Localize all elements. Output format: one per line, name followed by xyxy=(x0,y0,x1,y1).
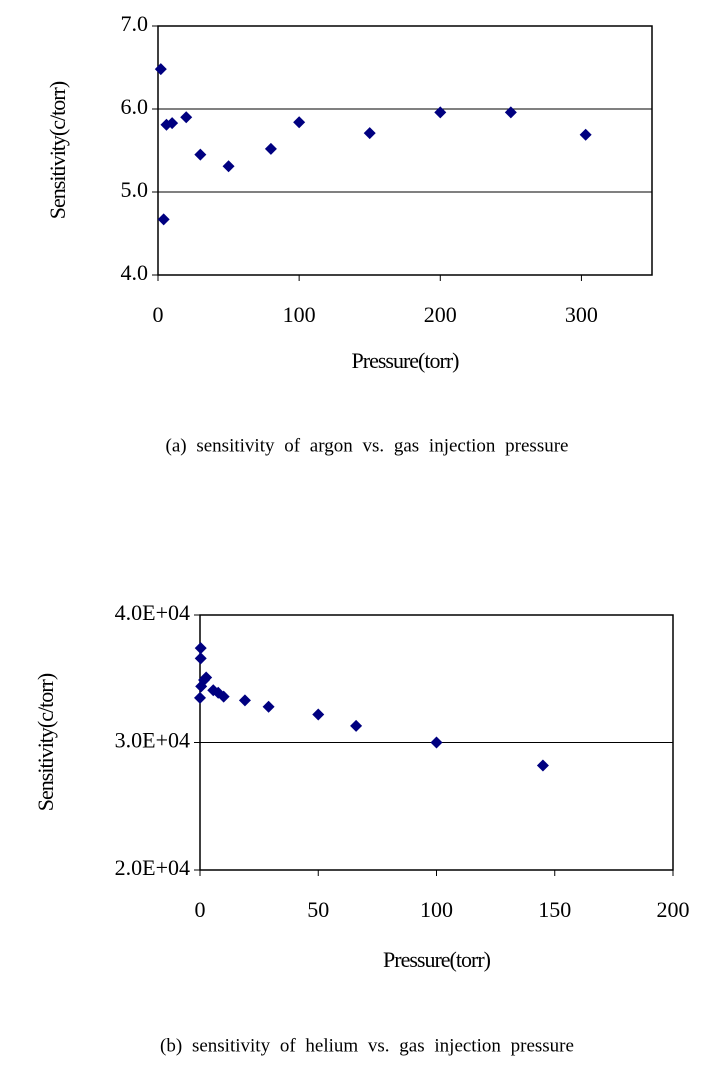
data-point xyxy=(363,127,376,140)
x-tick-label: 100 xyxy=(420,897,453,922)
x-tick-label: 0 xyxy=(195,897,206,922)
data-point xyxy=(157,213,170,226)
data-point xyxy=(579,128,592,141)
caption: (b) sensitivity of helium vs. gas inject… xyxy=(160,1035,574,1056)
x-tick-label: 200 xyxy=(657,897,690,922)
y-axis-label: Sensitivity(c/torr) xyxy=(45,81,70,219)
y-tick-label: 7.0 xyxy=(121,11,149,36)
data-point xyxy=(350,719,363,732)
data-point xyxy=(200,671,213,684)
data-point xyxy=(222,160,235,173)
y-axis-label: Sensitivity(c/torr) xyxy=(33,673,58,811)
x-tick-label: 0 xyxy=(153,302,164,327)
y-tick-label: 4.0 xyxy=(121,260,149,285)
y-tick-label: 4.0E+04 xyxy=(115,600,190,625)
data-point xyxy=(262,700,275,713)
x-tick-label: 50 xyxy=(307,897,329,922)
data-point xyxy=(166,117,179,130)
data-point xyxy=(194,691,206,704)
data-point xyxy=(180,111,193,124)
data-point xyxy=(264,142,277,155)
plot-area xyxy=(157,25,653,276)
data-point xyxy=(293,116,306,129)
data-point xyxy=(154,63,167,76)
data-point xyxy=(217,690,230,703)
y-tick-label: 5.0 xyxy=(121,177,149,202)
y-tick-label: 2.0E+04 xyxy=(115,855,190,880)
x-axis-label: Pressure(torr) xyxy=(383,947,491,972)
data-point xyxy=(194,148,207,161)
data-point xyxy=(238,694,251,707)
x-tick-label: 200 xyxy=(424,302,457,327)
data-point xyxy=(430,736,443,749)
x-tick-label: 100 xyxy=(283,302,316,327)
data-point xyxy=(504,106,517,119)
x-tick-label: 150 xyxy=(538,897,571,922)
caption: (a) sensitivity of argon vs. gas injecti… xyxy=(166,435,569,456)
x-tick-label: 300 xyxy=(565,302,598,327)
x-axis-label: Pressure(torr) xyxy=(352,348,460,373)
y-tick-label: 6.0 xyxy=(121,94,149,119)
data-point xyxy=(194,652,207,665)
y-tick-label: 3.0E+04 xyxy=(115,728,190,753)
data-point xyxy=(194,642,207,655)
data-point xyxy=(536,759,549,772)
data-point xyxy=(434,106,447,119)
data-point xyxy=(312,708,325,721)
